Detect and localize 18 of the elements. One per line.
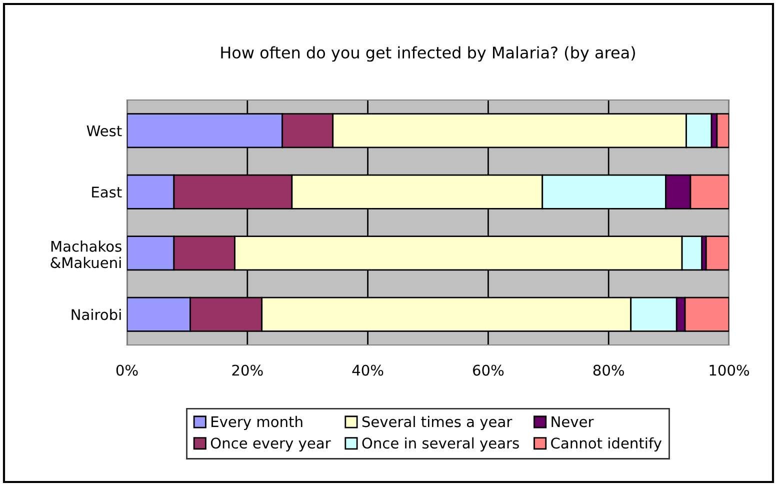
legend-label: Once in several years	[362, 437, 519, 452]
bar	[705, 236, 729, 271]
legend-label: Cannot identify	[551, 437, 662, 452]
chart-title: How often do you get infected by Malaria? (by area)	[221, 46, 635, 62]
legend-label: Once every year	[210, 438, 331, 452]
y-tick-label: Nairobi	[72, 308, 121, 320]
y-tick-label: East	[92, 186, 122, 198]
x-tick-label: 40%	[352, 364, 384, 376]
legend-label: Every month	[212, 416, 302, 430]
legend-label: Never	[552, 416, 594, 428]
y-tick-label: Machakos &Makueni	[50, 240, 122, 268]
x-tick-label: 20%	[232, 364, 263, 376]
x-tick-label: 80%	[593, 364, 624, 376]
x-tick-label: 100%	[710, 364, 750, 376]
y-tick-label: West	[86, 126, 122, 136]
x-tick-label: 60%	[473, 364, 504, 376]
legend-label: Several times a year	[362, 416, 512, 430]
x-tick-label: 0%	[116, 364, 138, 376]
